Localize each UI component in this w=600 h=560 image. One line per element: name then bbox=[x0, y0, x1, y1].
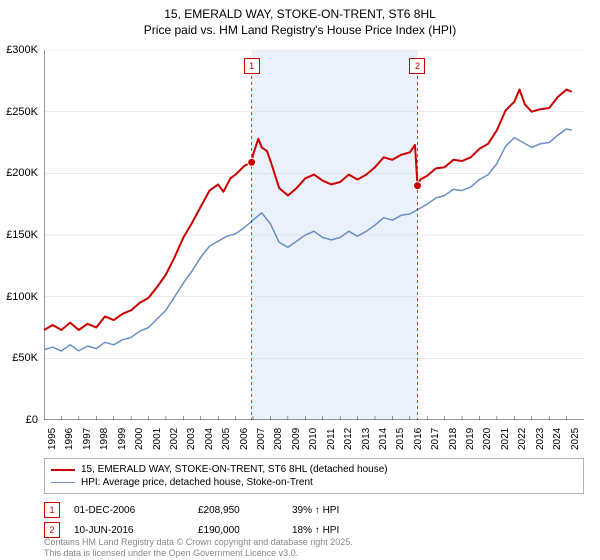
x-tick-label: 2014 bbox=[378, 428, 389, 450]
x-tick-label: 2020 bbox=[482, 428, 493, 450]
sales-marker: 2 bbox=[44, 522, 60, 538]
x-tick-label: 2022 bbox=[517, 428, 528, 450]
y-axis: £0£50K£100K£150K£200K£250K£300K bbox=[0, 50, 40, 420]
sales-pct: 18% ↑ HPI bbox=[292, 525, 382, 536]
x-tick-label: 2001 bbox=[152, 428, 163, 450]
y-tick-label: £150K bbox=[6, 229, 38, 241]
y-tick-label: £0 bbox=[26, 414, 38, 426]
x-tick-label: 2018 bbox=[448, 428, 459, 450]
x-tick-label: 2013 bbox=[361, 428, 372, 450]
x-tick-label: 1995 bbox=[47, 428, 58, 450]
x-tick-label: 2017 bbox=[430, 428, 441, 450]
sales-date: 01-DEC-2006 bbox=[74, 505, 184, 516]
title-line2: Price paid vs. HM Land Registry's House … bbox=[0, 22, 600, 38]
y-tick-label: £250K bbox=[6, 106, 38, 118]
footer-line2: This data is licensed under the Open Gov… bbox=[44, 548, 353, 558]
x-tick-label: 2015 bbox=[395, 428, 406, 450]
y-tick-label: £100K bbox=[6, 291, 38, 303]
legend-swatch-2 bbox=[51, 482, 75, 484]
y-tick-label: £200K bbox=[6, 167, 38, 179]
x-tick-label: 2003 bbox=[186, 428, 197, 450]
sales-row: 1 01-DEC-2006 £208,950 39% ↑ HPI bbox=[44, 500, 584, 520]
x-tick-label: 2024 bbox=[552, 428, 563, 450]
x-tick-label: 2009 bbox=[291, 428, 302, 450]
x-tick-label: 1999 bbox=[117, 428, 128, 450]
sales-price: £208,950 bbox=[198, 505, 278, 516]
chart-marker-2: 2 bbox=[409, 58, 425, 74]
title-block: 15, EMERALD WAY, STOKE-ON-TRENT, ST6 8HL… bbox=[0, 0, 600, 38]
sales-price: £190,000 bbox=[198, 525, 278, 536]
x-tick-label: 2021 bbox=[500, 428, 511, 450]
legend-label-1: 15, EMERALD WAY, STOKE-ON-TRENT, ST6 8HL… bbox=[81, 464, 388, 475]
x-tick-label: 2016 bbox=[413, 428, 424, 450]
sales-table: 1 01-DEC-2006 £208,950 39% ↑ HPI 2 10-JUN-201… bbox=[44, 500, 584, 540]
x-tick-label: 1997 bbox=[82, 428, 93, 450]
x-tick-label: 2006 bbox=[239, 428, 250, 450]
x-axis: 1995 1996 1997 1998 1999 2000 2001 2002 2003 2004… bbox=[44, 422, 584, 452]
x-tick-label: 2007 bbox=[256, 428, 267, 450]
chart-container: 15, EMERALD WAY, STOKE-ON-TRENT, ST6 8HL… bbox=[0, 0, 600, 560]
y-tick-label: £300K bbox=[6, 44, 38, 56]
footer: Contains HM Land Registry data © Crown c… bbox=[44, 537, 353, 558]
x-tick-label: 2011 bbox=[326, 428, 337, 450]
x-tick-label: 2010 bbox=[308, 428, 319, 450]
x-tick-label: 2002 bbox=[169, 428, 180, 450]
x-tick-label: 2019 bbox=[465, 428, 476, 450]
x-tick-label: 1998 bbox=[99, 428, 110, 450]
x-tick-label: 2000 bbox=[134, 428, 145, 450]
x-tick-label: 2005 bbox=[221, 428, 232, 450]
sales-marker: 1 bbox=[44, 502, 60, 518]
sales-pct: 39% ↑ HPI bbox=[292, 505, 382, 516]
legend-swatch-1 bbox=[51, 469, 75, 471]
y-tick-label: £50K bbox=[12, 352, 38, 364]
x-tick-label: 2004 bbox=[204, 428, 215, 450]
title-line1: 15, EMERALD WAY, STOKE-ON-TRENT, ST6 8HL bbox=[0, 6, 600, 22]
x-tick-label: 2025 bbox=[570, 428, 581, 450]
footer-line1: Contains HM Land Registry data © Crown c… bbox=[44, 537, 353, 547]
x-tick-label: 1996 bbox=[64, 428, 75, 450]
sales-date: 10-JUN-2016 bbox=[74, 525, 184, 536]
chart-marker-1: 1 bbox=[244, 58, 260, 74]
x-tick-label: 2008 bbox=[273, 428, 284, 450]
legend-label-2: HPI: Average price, detached house, Stok… bbox=[81, 477, 313, 488]
x-tick-label: 2012 bbox=[343, 428, 354, 450]
legend: 15, EMERALD WAY, STOKE-ON-TRENT, ST6 8HL… bbox=[44, 458, 584, 494]
legend-row: 15, EMERALD WAY, STOKE-ON-TRENT, ST6 8HL… bbox=[51, 463, 577, 476]
x-tick-label: 2023 bbox=[535, 428, 546, 450]
legend-row: HPI: Average price, detached house, Stok… bbox=[51, 476, 577, 489]
line-chart bbox=[44, 50, 584, 420]
chart-area: 12 bbox=[44, 50, 584, 420]
